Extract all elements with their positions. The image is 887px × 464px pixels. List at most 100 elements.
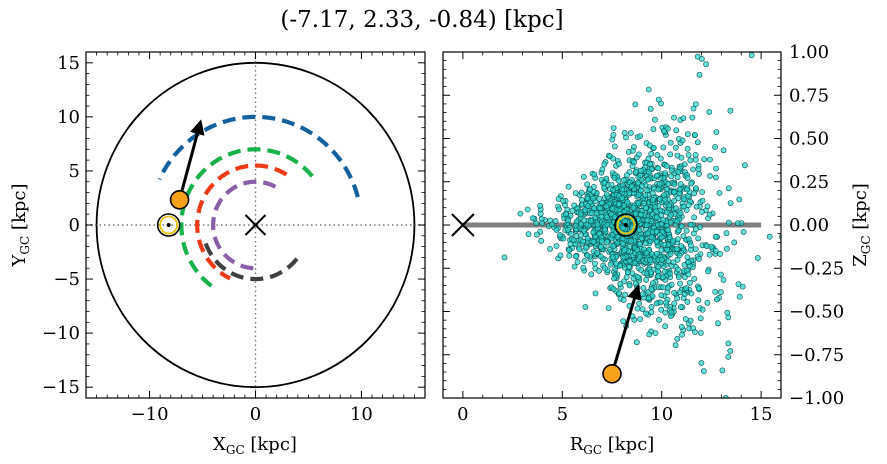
star-point	[715, 320, 721, 327]
star-point	[652, 116, 658, 123]
star-point	[725, 340, 732, 347]
star-point	[671, 289, 677, 296]
source-point-rz	[602, 363, 622, 384]
right-ticks: 0 5 10 15 −1.00 −0.75 −0.50 −0.25 0.00 0.25 0.50 0.…	[442, 42, 844, 425]
star-point	[639, 291, 646, 298]
star-point	[663, 162, 670, 169]
right-xtick-label: 5	[557, 404, 568, 425]
star-point	[658, 256, 665, 263]
star-point	[577, 211, 584, 218]
star-point	[590, 238, 597, 245]
star-point	[628, 183, 635, 190]
star-point	[723, 230, 730, 237]
star-point	[633, 339, 640, 346]
star-point	[736, 196, 743, 203]
star-point	[655, 96, 662, 103]
star-point	[690, 325, 696, 332]
star-point	[637, 316, 643, 322]
star-point	[692, 132, 698, 138]
star-point	[565, 226, 571, 233]
star-point	[598, 243, 604, 250]
galaxy-boundary-circle	[95, 61, 416, 389]
star-point	[675, 266, 681, 273]
galactic-center-marker	[244, 214, 267, 236]
star-point	[661, 128, 667, 134]
star-point	[584, 252, 591, 259]
star-point	[610, 125, 617, 132]
star-point	[626, 282, 633, 289]
star-point	[597, 205, 604, 212]
star-point	[596, 195, 603, 202]
star-point	[636, 151, 642, 158]
left-xlabel: XGC [kpc]	[213, 434, 297, 457]
star-point	[720, 277, 727, 283]
star-point	[687, 221, 694, 228]
star-point	[652, 330, 659, 336]
star-point	[624, 199, 631, 205]
star-point	[638, 266, 644, 273]
star-point	[610, 243, 617, 250]
star-point	[667, 151, 674, 158]
star-point	[655, 165, 662, 172]
star-point	[524, 206, 531, 213]
star-point	[621, 129, 628, 136]
star-point	[677, 289, 683, 296]
star-point	[697, 329, 704, 336]
left-ylabel: YGC [kpc]	[9, 184, 32, 268]
star-point	[676, 252, 683, 259]
star-point	[566, 247, 573, 254]
star-point	[650, 126, 657, 133]
star-point	[614, 233, 621, 240]
star-point	[678, 243, 685, 249]
star-point	[613, 260, 620, 267]
star-point	[609, 205, 616, 212]
star-point	[648, 286, 655, 293]
star-point	[607, 261, 614, 268]
star-point	[538, 237, 545, 244]
star-point	[605, 305, 612, 311]
star-point	[725, 185, 732, 192]
star-point	[717, 251, 723, 257]
star-point	[668, 167, 675, 174]
star-point	[675, 227, 682, 234]
star-point	[697, 315, 704, 322]
right-ytick-label: 0.00	[789, 215, 829, 236]
star-point	[534, 231, 540, 238]
left-panel-xy: −10 0 10 −15 −10 −5 0 5 10 15 XGC [kpc] YGC [kpc]	[9, 51, 426, 457]
star-point	[634, 247, 641, 253]
star-point	[735, 281, 742, 287]
star-point	[591, 171, 598, 178]
star-point	[748, 52, 755, 59]
left-ticks: −10 0 10 −15 −10 −5 0 5 10 15	[42, 52, 425, 425]
star-point	[657, 299, 664, 306]
right-xlabel: RGC [kpc]	[570, 434, 655, 457]
star-point	[645, 176, 651, 183]
star-point	[684, 131, 691, 138]
star-point	[714, 296, 720, 303]
star-point	[633, 169, 639, 175]
star-point	[672, 342, 679, 349]
right-ytick-label: 0.25	[789, 172, 829, 193]
star-point	[655, 263, 662, 270]
star-point	[673, 127, 680, 134]
star-point	[687, 157, 694, 164]
star-point	[731, 239, 738, 246]
star-point	[604, 239, 610, 245]
star-point	[678, 223, 685, 230]
star-point	[671, 181, 678, 188]
star-point	[720, 147, 727, 154]
star-point	[619, 186, 626, 193]
star-point	[656, 181, 663, 187]
star-point	[706, 211, 713, 218]
star-point	[648, 309, 655, 316]
star-point	[610, 186, 617, 193]
star-point	[718, 289, 724, 296]
star-point	[609, 136, 616, 143]
star-point	[501, 254, 508, 261]
star-point	[736, 293, 743, 300]
star-point	[584, 195, 591, 202]
star-point	[684, 186, 690, 193]
star-point	[601, 184, 607, 191]
star-point	[620, 177, 627, 183]
star-point	[679, 331, 685, 338]
